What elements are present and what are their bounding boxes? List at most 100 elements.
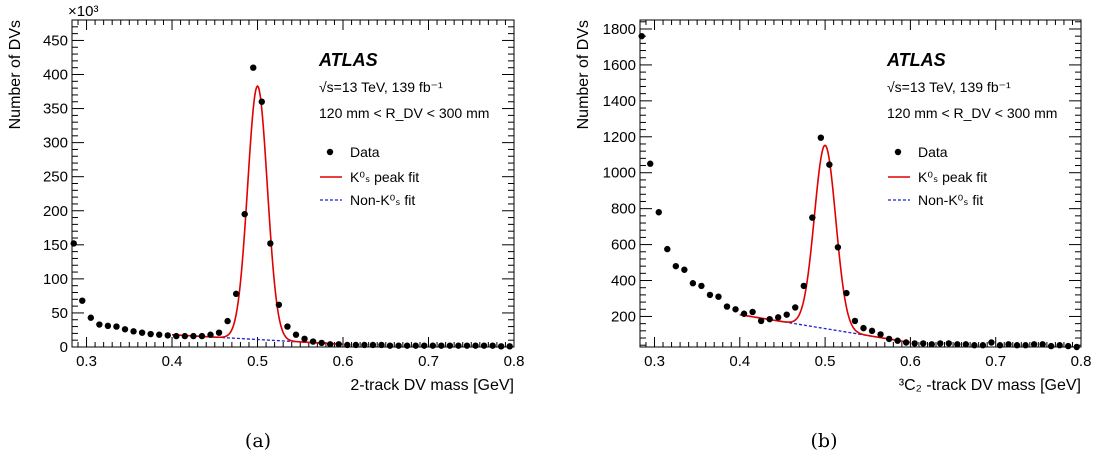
ks-peak-fit-curve [171, 84, 344, 346]
data-point [335, 341, 342, 348]
data-point [757, 317, 765, 325]
data-point [860, 324, 867, 332]
data-point [472, 342, 479, 349]
legend-data-marker [326, 148, 334, 156]
x-tick-label: 0.6 [900, 353, 921, 370]
data-point [911, 340, 918, 347]
data-point [156, 331, 163, 338]
data-point [369, 341, 377, 349]
data-point [96, 321, 103, 328]
data-point [809, 214, 816, 221]
x-tick-label: 0.5 [247, 353, 268, 370]
panel-label: (b) [811, 430, 838, 452]
data-point [971, 342, 978, 349]
data-point [885, 335, 893, 343]
data-point [292, 331, 300, 338]
data-point [455, 342, 462, 349]
x-tick-label: 0.6 [333, 353, 354, 370]
x-tick-label: 0.3 [76, 353, 97, 370]
data-point [258, 98, 265, 105]
data-point [1056, 342, 1063, 349]
data-point [181, 332, 189, 340]
energy-label: √s=13 TeV, 139 fb⁻¹ [887, 79, 1011, 95]
data-point [215, 329, 223, 336]
panel-label: (a) [245, 430, 271, 452]
data-point [207, 331, 214, 338]
data-point [851, 317, 859, 325]
legend-nonks-label: Non-K⁰ₛ fit [918, 192, 983, 208]
legend-nonks-label: Non-K⁰ₛ fit [350, 192, 415, 208]
x-tick-label: 0.7 [985, 353, 1006, 370]
data-point [87, 314, 95, 321]
y-tick-label: 300 [43, 135, 68, 152]
data-point [1013, 342, 1021, 349]
data-point [70, 240, 77, 247]
y-scale-label: ×10³ [68, 3, 98, 20]
y-tick-label: 1400 [603, 93, 636, 110]
y-tick-label: 400 [611, 273, 636, 290]
plot-frame [639, 19, 1082, 348]
x-tick-label: 0.5 [815, 353, 836, 370]
legend-data-label: Data [350, 144, 380, 160]
x-tick-label: 0.8 [504, 353, 525, 370]
data-point [352, 341, 360, 349]
x-tick-label: 0.4 [162, 353, 183, 370]
y-tick-label: 450 [43, 32, 68, 49]
data-point [800, 282, 807, 290]
data-point [1039, 341, 1046, 348]
y-tick-label: 200 [611, 308, 636, 325]
data-point [706, 291, 714, 299]
data-point [309, 338, 317, 345]
data-point [395, 342, 402, 349]
data-point [774, 314, 782, 321]
legend-data-label: Data [918, 144, 948, 160]
y-tick-label: 1000 [603, 165, 636, 182]
y-tick-label: 350 [43, 101, 68, 118]
y-tick-label: 1200 [603, 129, 636, 146]
data-point [1065, 342, 1072, 350]
data-point [937, 340, 944, 347]
data-point [834, 244, 842, 251]
data-point [902, 339, 910, 346]
data-point [740, 310, 748, 317]
data-point [275, 301, 283, 308]
data-point [826, 161, 833, 168]
data-point [489, 342, 496, 349]
y-tick-label: 1600 [603, 57, 636, 74]
data-point [715, 293, 722, 300]
data-point [326, 341, 334, 348]
data-point [403, 342, 411, 349]
y-tick-label: 0 [60, 339, 68, 356]
data-point [446, 342, 454, 349]
energy-label: √s=13 TeV, 139 fb⁻¹ [319, 79, 443, 95]
data-point [817, 134, 825, 141]
atlas-label: ATLAS [318, 50, 378, 70]
data-point [732, 306, 739, 313]
y-tick-label: 1800 [603, 21, 636, 38]
data-point [506, 343, 513, 350]
data-point [438, 342, 445, 349]
panel-b: 0.3 0.4 0.5 0.6 0.7 0.8 200 400 600 800 1000 1200 14… [575, 19, 1091, 452]
x-tick-label: 0.3 [644, 353, 665, 370]
data-point [173, 332, 180, 340]
data-point [164, 332, 171, 339]
data-point [421, 342, 428, 349]
legend-peak-label: K⁰ₛ peak fit [350, 169, 419, 185]
data-point [250, 64, 257, 71]
data-point [463, 342, 471, 349]
y-tick-label: 200 [43, 203, 68, 220]
data-point [945, 340, 952, 347]
y-tick-label: 100 [43, 271, 68, 288]
data-point [241, 210, 248, 218]
data-point [378, 341, 385, 349]
data-point [232, 290, 240, 298]
data-point [121, 326, 129, 333]
data-point [1073, 343, 1080, 351]
data-point [979, 342, 987, 349]
y-axis-title: Number of DVs [575, 20, 592, 129]
x-tick-label: 0.7 [418, 353, 439, 370]
legend-peak-label: K⁰ₛ peak fit [918, 169, 987, 185]
data-point [672, 262, 680, 270]
data-point [928, 341, 935, 348]
data-point [113, 323, 120, 330]
